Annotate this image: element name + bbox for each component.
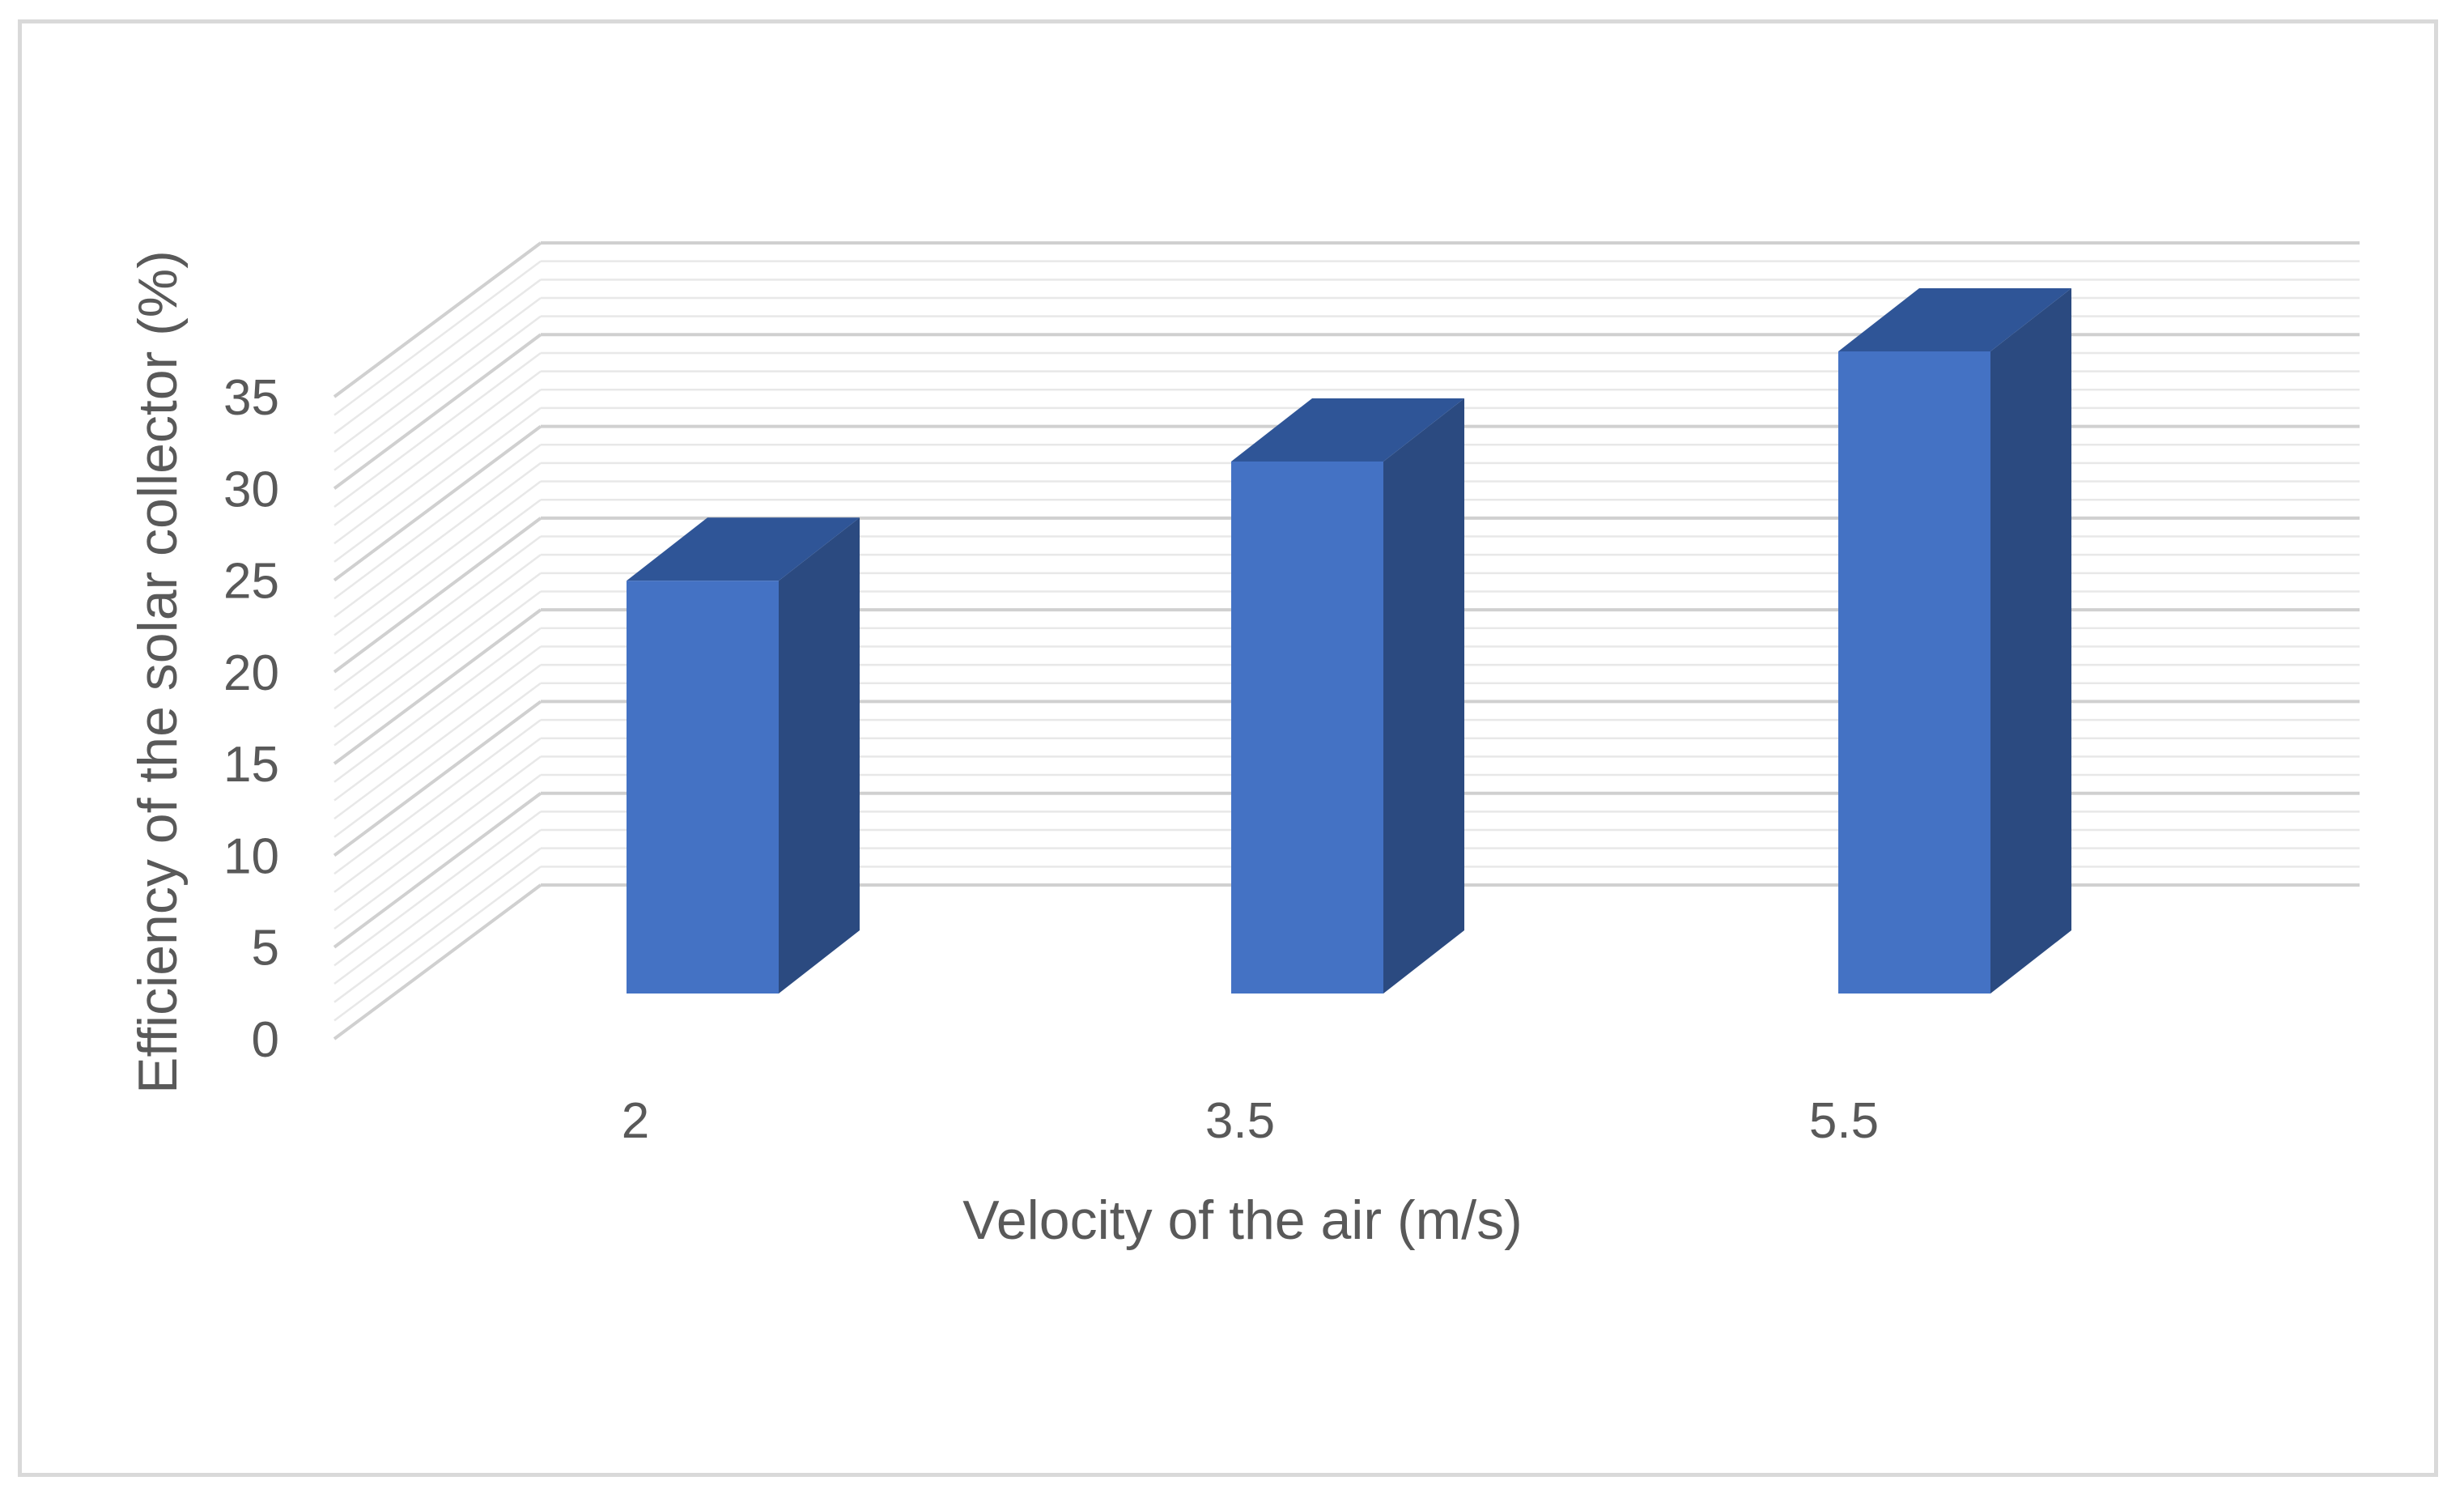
side-gridline: [333, 811, 542, 967]
side-gridline: [333, 444, 542, 600]
bar-2: [627, 517, 860, 994]
side-gridline: [333, 406, 542, 563]
x-axis-title: Velocity of the air (m/s): [962, 1189, 1523, 1251]
side-gridline: [333, 664, 542, 820]
side-gridline: [333, 517, 542, 674]
side-gridline: [333, 535, 542, 691]
side-gridline: [333, 774, 542, 930]
side-gridline: [333, 554, 542, 710]
x-tick-label: 2: [622, 1093, 649, 1149]
y-tick-label: 0: [252, 1012, 279, 1068]
x-tick-label: 3.5: [1205, 1093, 1275, 1149]
bar-side-face: [779, 517, 860, 994]
side-gridline: [333, 719, 542, 875]
side-gridline: [333, 627, 542, 783]
bar-front-face: [627, 581, 779, 994]
y-axis-ticks: 0 5 10 15 20 25 30 35: [223, 370, 279, 1068]
side-gridline: [333, 883, 542, 1040]
side-gridline: [333, 333, 542, 490]
side-gridline: [333, 260, 542, 416]
side-gridline: [333, 700, 542, 857]
side-gridline: [333, 296, 542, 453]
side-gridline: [333, 315, 542, 471]
side-gridline: [333, 499, 542, 655]
bars: [627, 288, 2071, 994]
y-tick-label: 10: [223, 828, 279, 884]
bar-5.5: [1838, 288, 2071, 994]
y-tick-label: 30: [223, 462, 279, 517]
bar-3.5: [1231, 398, 1464, 994]
y-tick-label: 35: [223, 370, 279, 426]
side-gridline: [333, 829, 542, 985]
side-gridline: [333, 847, 542, 1003]
side-gridline: [333, 792, 542, 949]
bar-front-face: [1838, 351, 1990, 994]
bar-top-face: [1231, 398, 1464, 462]
side-gridline: [333, 590, 542, 747]
y-tick-label: 15: [223, 737, 279, 793]
side-gridline: [333, 755, 542, 912]
x-axis-ticks: 2 3.5 5.5: [622, 1093, 1879, 1149]
side-gridline: [333, 737, 542, 893]
bar-front-face: [1231, 461, 1383, 994]
y-axis-title: Efficiency of the solar collector (%): [127, 250, 189, 1094]
side-gridline: [333, 351, 542, 508]
y-tick-label: 20: [223, 645, 279, 701]
side-gridline: [333, 370, 542, 526]
side-gridline: [333, 866, 542, 1022]
bar-side-face: [1383, 398, 1464, 994]
side-gridline: [333, 462, 542, 618]
y-tick-label: 5: [252, 921, 279, 977]
side-gridline: [333, 682, 542, 838]
side-gridline: [333, 480, 542, 636]
side-gridline: [333, 424, 542, 582]
side-gridline: [333, 645, 542, 802]
side-gridline: [333, 279, 542, 435]
y-tick-label: 25: [223, 554, 279, 610]
bar-top-face: [627, 517, 860, 581]
side-gridline: [333, 241, 542, 398]
bar-top-face: [1838, 288, 2071, 351]
side-gridline: [333, 608, 542, 765]
x-tick-label: 5.5: [1809, 1093, 1879, 1149]
side-gridline: [333, 389, 542, 545]
side-gridline: [333, 572, 542, 728]
bar-side-face: [1990, 288, 2071, 994]
